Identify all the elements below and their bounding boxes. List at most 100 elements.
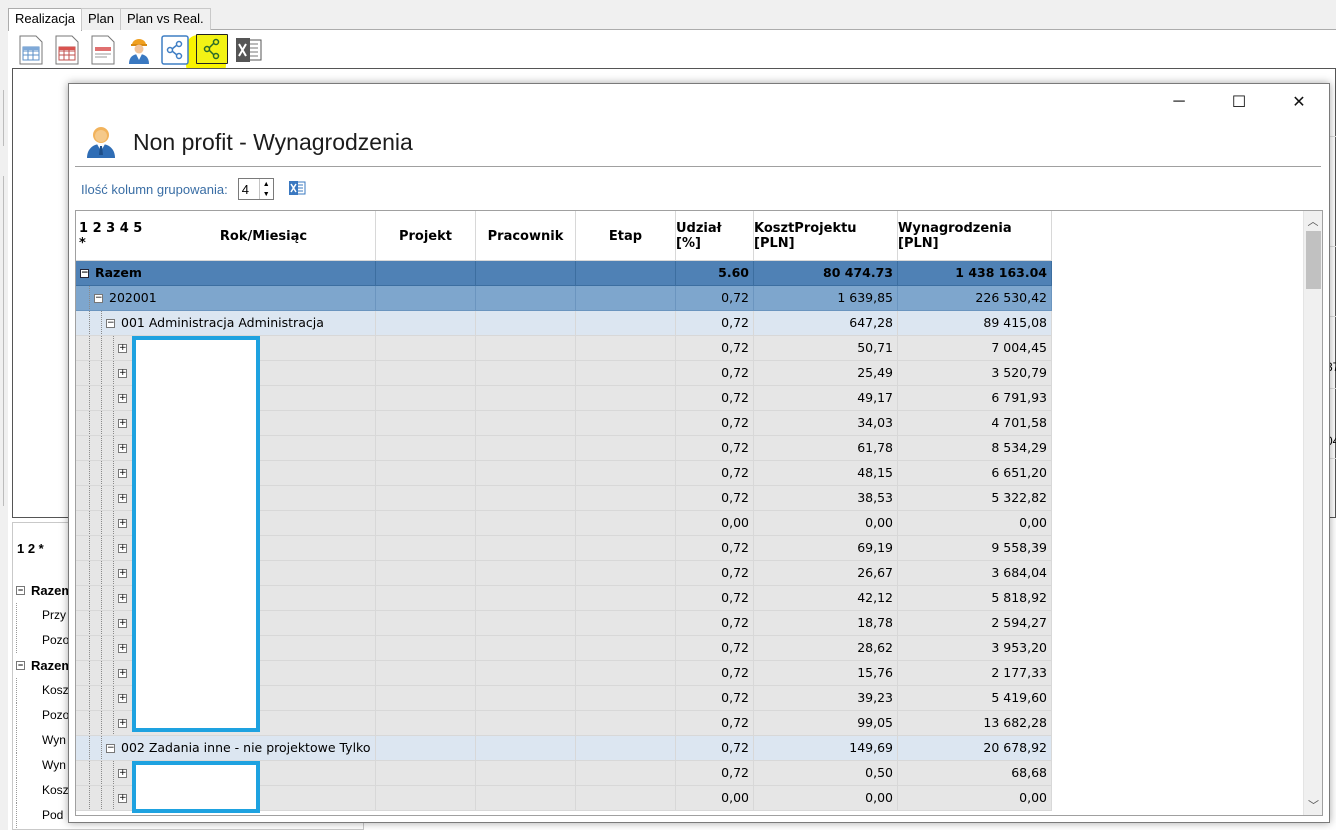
leaf-row[interactable]: +0,72 42,12 5 818,92 — [76, 586, 1052, 611]
column-header-koszt-projektu[interactable]: KosztProjektu [PLN] — [754, 211, 898, 261]
left-edge-panel-2 — [0, 176, 4, 506]
background-right-value-2: 04 — [1326, 434, 1336, 448]
expand-icon[interactable]: + — [118, 667, 127, 678]
leaf-row[interactable]: +0,72 99,05 13 682,28 — [76, 711, 1052, 736]
row-label: 001 Administracja Administracja — [121, 315, 324, 330]
expand-icon[interactable]: + — [118, 517, 127, 528]
expand-icon[interactable]: + — [118, 717, 127, 728]
leaf-row[interactable]: +0,72 50,71 7 004,45 — [76, 336, 1052, 361]
expand-icon[interactable]: + — [118, 642, 127, 653]
background-tree-label: Kosz — [42, 783, 69, 797]
expand-icon[interactable]: + — [118, 767, 127, 778]
expand-icon[interactable]: + — [118, 392, 127, 403]
collapse-icon[interactable]: − — [16, 660, 25, 670]
column-header-pracownik[interactable]: Pracownik — [476, 211, 576, 261]
leaf-row[interactable]: +0,72 25,49 3 520,79 — [76, 361, 1052, 386]
grouping-level-selector[interactable]: 1 2 3 4 5 * — [79, 221, 143, 251]
expand-icon[interactable]: + — [118, 367, 127, 378]
worker-button[interactable] — [124, 34, 154, 66]
share-button[interactable] — [160, 34, 190, 66]
pdf-report-button[interactable] — [88, 34, 118, 66]
tree-guide — [76, 636, 90, 660]
grp-row[interactable]: −001 Administracja Administracja 0,72 647,… — [76, 311, 1052, 336]
background-tree-item[interactable]: Wyn — [16, 728, 70, 753]
scroll-down-icon[interactable]: ﹀ — [1308, 800, 1319, 812]
stepper-up-icon[interactable]: ▲ — [262, 180, 270, 188]
collapse-icon[interactable]: − — [94, 292, 103, 303]
background-tree-label: Przy — [42, 608, 66, 622]
share-highlighted-button[interactable] — [196, 34, 228, 64]
cell-etap — [576, 536, 676, 561]
tree-guide — [90, 511, 102, 535]
background-tree-item[interactable]: Pozo — [16, 703, 70, 728]
background-tree-item[interactable]: − Razem — [16, 578, 70, 603]
tree-guide — [90, 561, 102, 585]
cell-koszt-projektu: 0,00 — [754, 786, 898, 811]
collapse-icon[interactable]: − — [16, 585, 25, 595]
vertical-scrollbar[interactable]: ︿ ﹀ — [1303, 211, 1322, 815]
column-header-etap[interactable]: Etap — [576, 211, 676, 261]
year-row[interactable]: −202001 0,72 1 639,85 226 530,42 — [76, 286, 1052, 311]
expand-icon[interactable]: + — [118, 467, 127, 478]
expand-icon[interactable]: + — [118, 442, 127, 453]
background-group-levels[interactable]: 1 2 * — [17, 541, 44, 556]
column-header-rok-miesiac[interactable]: Rok/Miesiąc — [152, 211, 376, 261]
grouping-value[interactable]: 4 — [241, 181, 249, 197]
cell-projekt — [376, 786, 476, 811]
red-report-button[interactable] — [52, 34, 82, 66]
close-button[interactable]: ✕ — [1269, 84, 1329, 120]
tab-realizacja[interactable]: Realizacja — [8, 8, 82, 31]
leaf-row[interactable]: +0,72 26,67 3 684,04 — [76, 561, 1052, 586]
cell-koszt-projektu: 34,03 — [754, 411, 898, 436]
background-tree-item[interactable]: Przy — [16, 603, 70, 628]
tab-plan-vs-real[interactable]: Plan vs Real. — [120, 8, 211, 30]
tab-plan[interactable]: Plan — [80, 8, 122, 30]
grid-report-button[interactable] — [16, 34, 46, 66]
cell-wynagrodzenia: 0,00 — [898, 786, 1052, 811]
column-header-projekt[interactable]: Projekt — [376, 211, 476, 261]
tree-guide — [102, 511, 114, 535]
collapse-icon[interactable]: − — [106, 742, 115, 753]
wynagrodzenia-dialog: ─ ☐ ✕ Non profit - Wynagrodzenia Ilość k… — [68, 83, 1330, 823]
leaf-row[interactable]: +0,72 69,19 9 558,39 — [76, 536, 1052, 561]
expand-icon[interactable]: + — [118, 592, 127, 603]
scroll-thumb[interactable] — [1306, 231, 1321, 289]
scroll-up-icon[interactable]: ︿ — [1307, 216, 1319, 228]
expand-icon[interactable]: + — [118, 617, 127, 628]
cell-projekt — [376, 386, 476, 411]
background-tree-item[interactable]: Wyn — [16, 753, 70, 778]
maximize-button[interactable]: ☐ — [1209, 84, 1269, 120]
expand-icon[interactable]: + — [118, 692, 127, 703]
excel-button[interactable] — [234, 34, 264, 66]
minimize-button[interactable]: ─ — [1149, 84, 1209, 120]
expand-icon[interactable]: + — [118, 417, 127, 428]
total-row[interactable]: − Razem 5.60 80 474.73 1 438 163.04 — [76, 261, 1052, 286]
expand-icon[interactable]: + — [118, 567, 127, 578]
expand-icon[interactable]: + — [118, 342, 127, 353]
background-tree-item[interactable]: Kosz — [16, 778, 70, 803]
cell-udzial: 0,72 — [676, 736, 754, 761]
data-grid: 1 2 3 4 5 * Rok/Miesiąc Projekt Pracowni… — [75, 210, 1323, 816]
column-header-wynagrodzenia[interactable]: Wynagrodzenia [PLN] — [898, 211, 1052, 261]
expand-icon[interactable]: + — [118, 542, 127, 553]
tree-guide — [102, 611, 114, 635]
cell-etap — [576, 336, 676, 361]
expand-icon[interactable]: + — [118, 492, 127, 503]
expand-icon[interactable]: + — [118, 792, 127, 803]
background-tree-item[interactable]: Pod — [16, 803, 70, 828]
collapse-icon[interactable]: − — [80, 267, 89, 278]
tree-guide — [90, 611, 102, 635]
stepper-down-icon[interactable]: ▼ — [262, 190, 270, 198]
grp-row[interactable]: −002 Zadania inne - nie projektowe Tylko… — [76, 736, 1052, 761]
cell-pracownik — [476, 436, 576, 461]
collapse-icon[interactable]: − — [106, 317, 115, 328]
background-tree-item[interactable]: Kosz — [16, 678, 70, 703]
cell-etap — [576, 436, 676, 461]
cell-projekt — [376, 736, 476, 761]
background-tree-item[interactable]: Pozo — [16, 628, 70, 653]
grouping-stepper[interactable]: 4 ▲ ▼ — [237, 178, 274, 200]
export-excel-button[interactable] — [288, 180, 306, 199]
tree-guide — [102, 786, 114, 810]
column-header-udzial[interactable]: Udział [%] — [676, 211, 754, 261]
background-tree-item[interactable]: − Razem — [16, 653, 70, 678]
